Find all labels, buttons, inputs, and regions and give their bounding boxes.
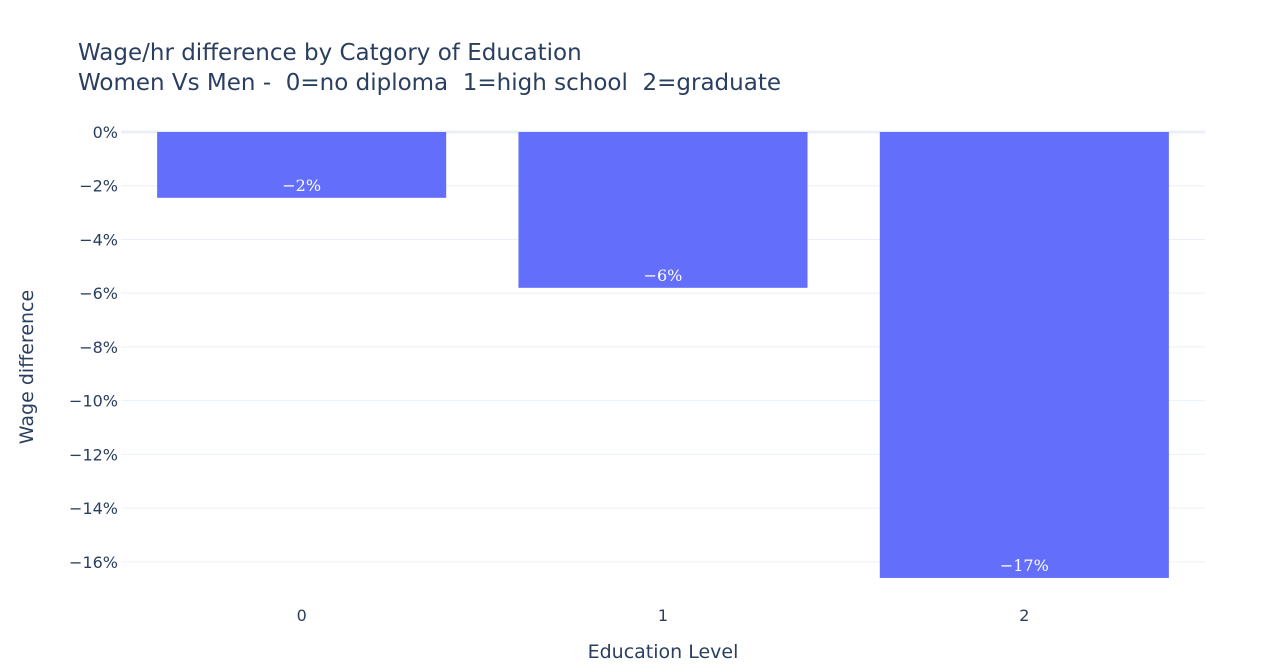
y-axis-label: Wage difference [16,290,38,444]
y-axis-ticks: 0% −2% −4% −6% −8% −10% −12% −14% −16% [69,123,118,572]
bar[interactable] [157,132,447,198]
y-tick-label: 0% [93,123,118,142]
bar-data-label: −17% [1000,556,1049,575]
bars [157,132,1169,578]
y-tick-label: −2% [79,177,118,196]
y-tick-label: −14% [69,499,118,518]
y-tick-label: −4% [79,230,118,249]
bar-data-label: −2% [282,176,321,195]
y-tick-label: −6% [79,284,118,303]
bar-data-label: −6% [644,266,683,285]
x-axis-label: Education Level [588,641,739,663]
y-tick-label: −16% [69,553,118,572]
x-axis-ticks: 0 1 2 [297,606,1030,625]
x-tick-label: 2 [1019,606,1029,625]
y-tick-label: −12% [69,445,118,464]
y-tick-label: −10% [69,392,118,411]
x-tick-label: 0 [297,606,307,625]
bar[interactable] [879,132,1169,578]
bar[interactable] [518,132,808,288]
chart-subtitle: Women Vs Men - 0=no diploma 1=high schoo… [78,70,781,96]
y-tick-label: −8% [79,338,118,357]
data-labels: −2% −6% −17% [282,176,1049,575]
chart-title: Wage/hr difference by Catgory of Educati… [78,40,582,66]
x-tick-label: 1 [658,606,668,625]
